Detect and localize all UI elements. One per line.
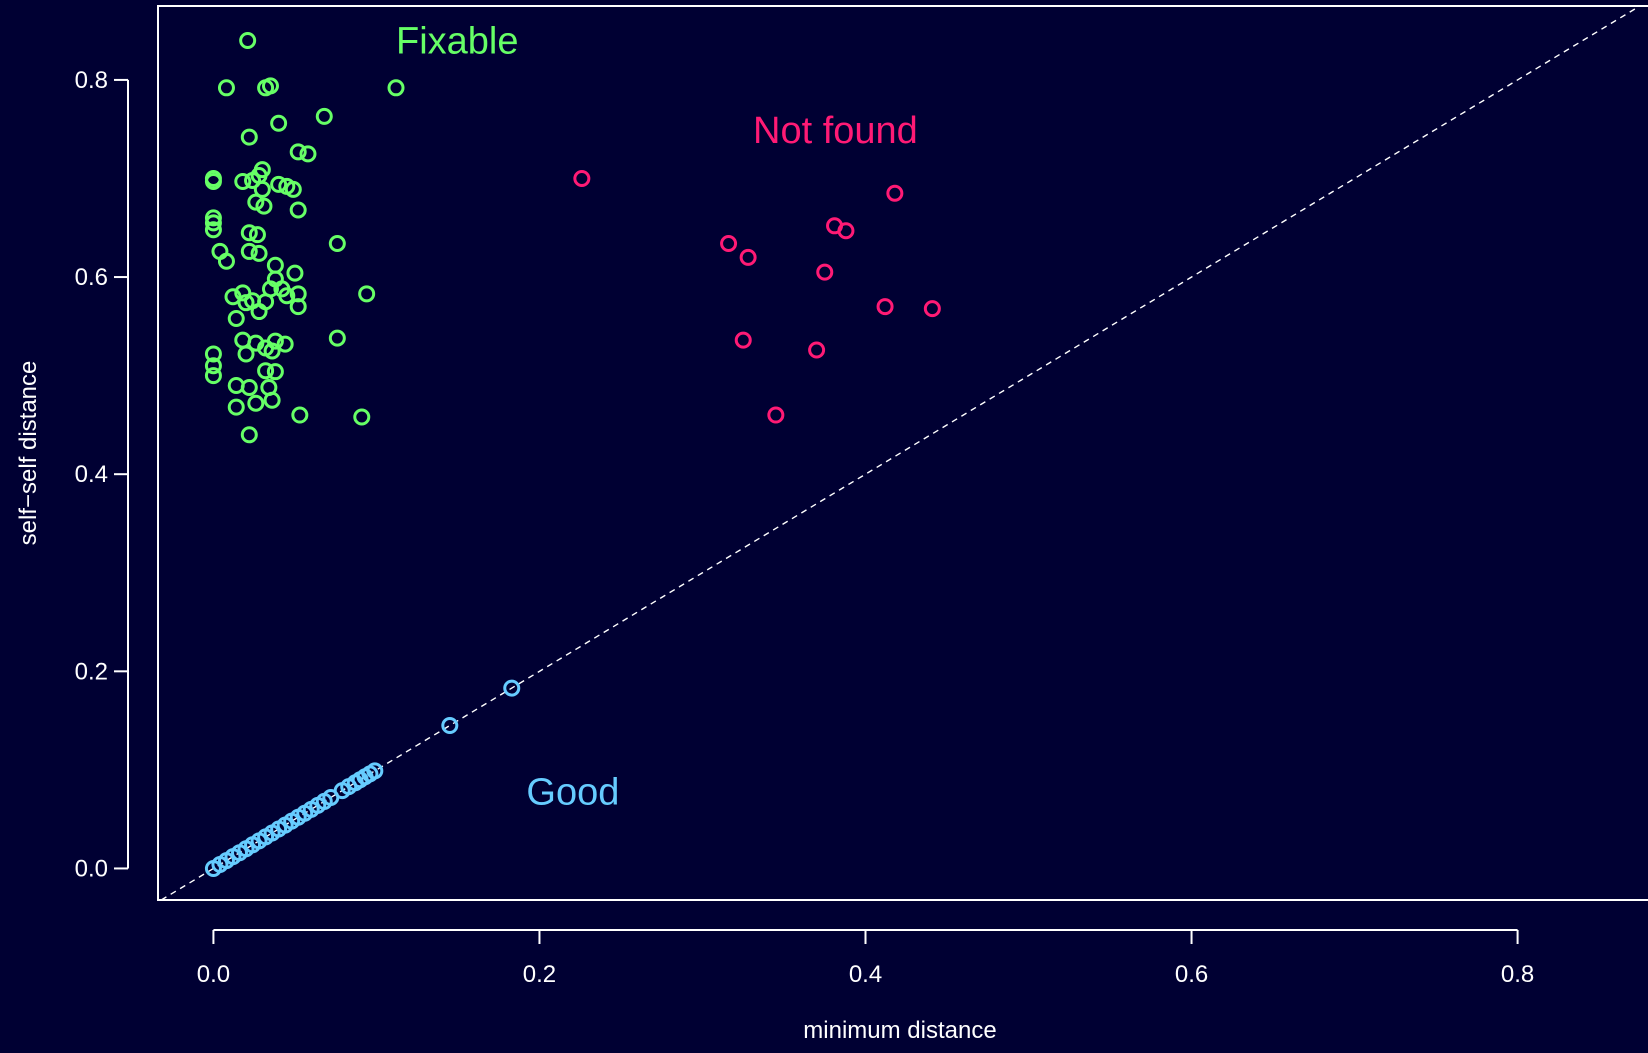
data-point [239, 31, 257, 49]
data-point [240, 242, 258, 260]
data-point [315, 107, 333, 125]
series-good [204, 679, 521, 877]
data-point [291, 406, 309, 424]
data-point [204, 172, 222, 190]
data-point [278, 287, 296, 305]
data-point [284, 180, 302, 198]
data-point [257, 362, 275, 380]
data-point [573, 169, 591, 187]
data-point [734, 331, 752, 349]
y-axis-title: self−self distance [15, 361, 42, 546]
data-point [250, 303, 268, 321]
data-point [358, 285, 376, 303]
y-tick-label: 0.8 [75, 67, 108, 94]
data-point [720, 235, 738, 253]
data-point [217, 79, 235, 97]
data-point [240, 426, 258, 444]
y-tick-label: 0.6 [75, 264, 108, 291]
data-point [263, 391, 281, 409]
data-point [234, 172, 252, 190]
series-not-found [573, 169, 941, 424]
data-point [923, 300, 941, 318]
data-point [204, 367, 222, 385]
data-point [266, 363, 284, 381]
data-point [366, 762, 384, 780]
data-point [240, 224, 258, 242]
data-point [328, 329, 346, 347]
data-point [204, 221, 222, 239]
data-point [503, 679, 521, 697]
x-tick-label: 0.4 [849, 961, 882, 988]
x-tick-label: 0.6 [1175, 961, 1208, 988]
data-point [876, 298, 894, 316]
data-point [299, 145, 317, 163]
data-point [441, 717, 459, 735]
data-point [250, 244, 268, 262]
data-points [204, 31, 941, 877]
y-tick-label: 0.2 [75, 658, 108, 685]
data-point [227, 398, 245, 416]
annotations: Fixable Not found Good [396, 20, 918, 813]
x-axis-title: minimum distance [803, 1017, 996, 1044]
data-point [204, 357, 222, 375]
data-point [237, 345, 255, 363]
x-axis: 0.0 0.2 0.4 0.6 0.8 [197, 929, 1534, 988]
identity-line [160, 5, 1641, 901]
data-point [217, 252, 235, 270]
data-point [816, 263, 834, 281]
data-point [253, 161, 271, 179]
annotation-good: Good [526, 772, 619, 814]
x-tick-label: 0.8 [1501, 961, 1534, 988]
reference-line [160, 5, 1641, 901]
data-point [204, 209, 222, 227]
data-point [240, 128, 258, 146]
plot-frame [157, 5, 1648, 901]
annotation-fixable: Fixable [396, 20, 519, 62]
data-point [767, 406, 785, 424]
data-point [253, 180, 271, 198]
data-point [739, 248, 757, 266]
data-point [263, 342, 281, 360]
data-point [276, 335, 294, 353]
data-point [240, 378, 258, 396]
x-tick-label: 0.0 [197, 961, 230, 988]
data-point [261, 77, 279, 95]
data-point [353, 408, 371, 426]
series-fixable [204, 31, 405, 444]
data-point [270, 175, 288, 193]
data-point [270, 114, 288, 132]
plot-border [157, 5, 1648, 901]
annotation-not-found: Not found [753, 110, 918, 152]
data-point [837, 222, 855, 240]
data-point [204, 214, 222, 232]
data-point [328, 235, 346, 253]
data-point [886, 184, 904, 202]
data-point [289, 201, 307, 219]
data-point [387, 79, 405, 97]
y-tick-label: 0.0 [75, 855, 108, 882]
data-point [286, 264, 304, 282]
data-point [255, 197, 273, 215]
y-axis: 0.0 0.2 0.4 0.6 0.8 [75, 67, 129, 882]
x-tick-label: 0.2 [523, 961, 556, 988]
data-point [227, 309, 245, 327]
data-point [289, 143, 307, 161]
data-point [204, 345, 222, 363]
data-point [247, 193, 265, 211]
y-tick-label: 0.4 [75, 461, 108, 488]
data-point [808, 341, 826, 359]
data-point [248, 226, 266, 244]
data-point [247, 394, 265, 412]
data-point [289, 298, 307, 316]
